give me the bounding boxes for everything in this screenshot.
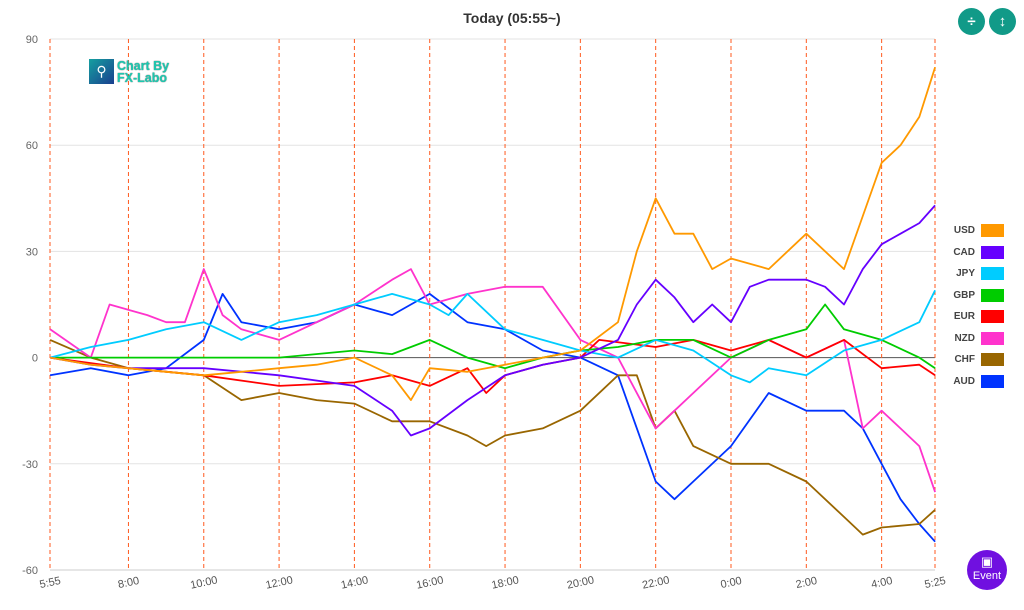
legend-swatch	[981, 245, 1004, 259]
legend-label: CAD	[953, 246, 975, 258]
x-tick-label: 4:00	[870, 575, 893, 591]
legend-item-gbp[interactable]: GBP	[946, 285, 1004, 307]
x-tick-label: 5:55	[38, 575, 61, 591]
series-line-usd	[49, 67, 936, 401]
legend-item-cad[interactable]: CAD	[946, 242, 1004, 264]
x-tick-label: 8:00	[117, 575, 140, 591]
event-button[interactable]: ▣ Event	[967, 550, 1007, 590]
legend-swatch	[981, 331, 1004, 345]
legend-item-aud[interactable]: AUD	[946, 371, 1004, 393]
x-tick-label: 22:00	[641, 574, 670, 591]
legend-item-nzd[interactable]: NZD	[946, 328, 1004, 350]
x-tick-label: 16:00	[415, 574, 444, 591]
legend-swatch	[981, 267, 1004, 281]
series-line-cad	[49, 204, 936, 437]
chart-title: Today (05:55~)	[463, 10, 561, 26]
series-line-jpy	[49, 289, 936, 384]
legend-label: AUD	[953, 375, 975, 387]
legend-item-eur[interactable]: EUR	[946, 306, 1004, 328]
calendar-icon: ▣	[980, 554, 994, 569]
compress-vertical-icon: ÷	[967, 13, 976, 30]
logo-line2: FX-Labo	[117, 70, 167, 85]
x-tick-label: 2:00	[795, 575, 818, 591]
y-tick-label: 30	[26, 246, 38, 258]
legend-item-jpy[interactable]: JPY	[946, 263, 1004, 285]
y-tick-label: 0	[32, 353, 38, 365]
legend-swatch	[981, 288, 1004, 302]
legend-label: JPY	[956, 268, 975, 280]
logo-line1: Chart By	[117, 58, 170, 73]
legend-label: CHF	[954, 354, 975, 366]
x-tick-label: 14:00	[340, 574, 369, 591]
x-tick-label: 20:00	[566, 574, 595, 591]
x-tick-label: 5:25	[923, 575, 946, 591]
expand-button[interactable]: ↕	[989, 8, 1016, 35]
legend-swatch	[981, 374, 1004, 388]
x-tick-label: 10:00	[189, 574, 218, 591]
legend-item-chf[interactable]: CHF	[946, 349, 1004, 371]
magnifier-chart-icon: ⚲	[89, 59, 114, 84]
legend: USD CAD JPY GBP EUR NZD CHF AUD	[946, 220, 1004, 392]
legend-swatch	[981, 224, 1004, 238]
y-tick-label: -30	[22, 459, 38, 471]
series-line-chf	[49, 339, 936, 536]
logo: ⚲ Chart By FX-Labo	[89, 59, 169, 84]
event-label: Event	[972, 570, 1002, 582]
x-tick-label: 12:00	[265, 574, 294, 591]
legend-swatch	[981, 353, 1004, 367]
x-tick-label: 0:00	[719, 575, 742, 591]
legend-label: EUR	[953, 311, 975, 323]
expand-vertical-icon: ↕	[998, 13, 1007, 30]
y-tick-label: -60	[22, 565, 38, 577]
series-line-gbp	[50, 303, 936, 370]
y-tick-label: 90	[26, 34, 38, 46]
legend-label: NZD	[954, 332, 975, 344]
legend-label: GBP	[953, 289, 975, 301]
legend-label: USD	[953, 225, 975, 237]
legend-item-usd[interactable]: USD	[946, 220, 1004, 242]
collapse-button[interactable]: ÷	[958, 8, 985, 35]
legend-swatch	[981, 310, 1004, 324]
y-tick-label: 60	[26, 140, 38, 152]
series-line-nzd	[49, 268, 936, 493]
x-tick-label: 18:00	[491, 574, 520, 591]
series-line-aud	[49, 293, 936, 543]
